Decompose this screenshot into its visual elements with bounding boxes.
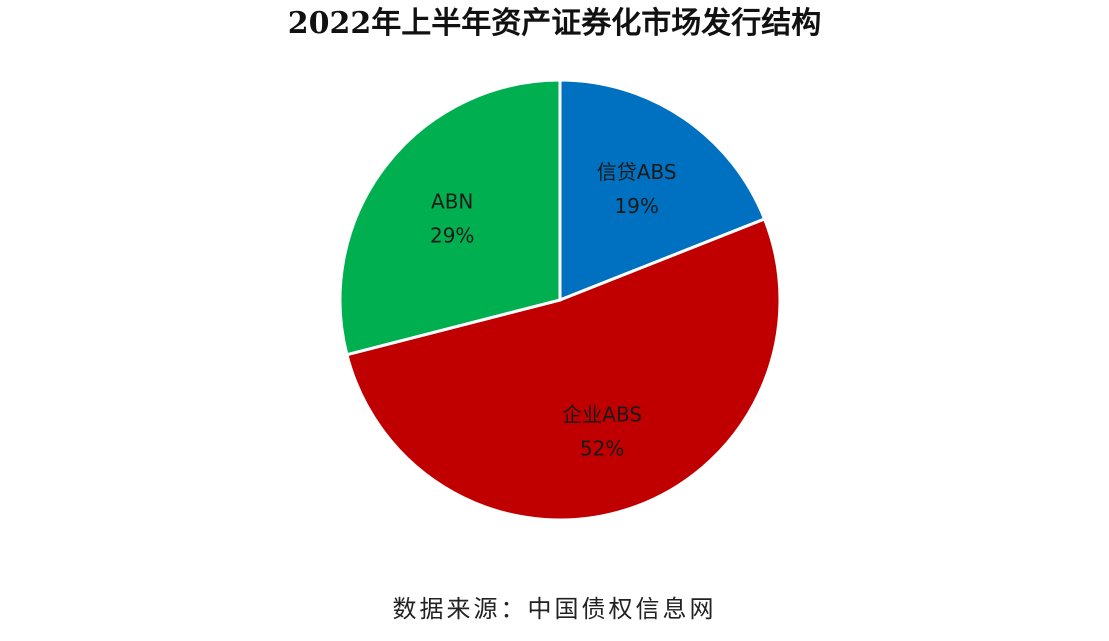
pie-slice-abs <box>558 78 767 303</box>
pie-slices <box>338 78 782 522</box>
pie-slice-abn <box>338 78 562 357</box>
slice-category-label: ABN <box>431 189 473 213</box>
source-note: 数据来源：中国债权信息网 <box>392 595 717 623</box>
slice-category-label: 信贷ABS <box>597 160 677 184</box>
slice-category-label: 企业ABS <box>562 403 642 427</box>
chart-title: 2022年上半年资产证券化市场发行结构 <box>287 6 822 41</box>
slice-percent-label: 29% <box>430 223 474 247</box>
slice-percent-label: 52% <box>580 437 624 461</box>
pie-slice-abs <box>345 217 782 522</box>
pie-labels: 信贷ABS 19% 企业ABS 52% ABN 29% <box>430 160 677 461</box>
slice-percent-label: 19% <box>614 194 658 218</box>
